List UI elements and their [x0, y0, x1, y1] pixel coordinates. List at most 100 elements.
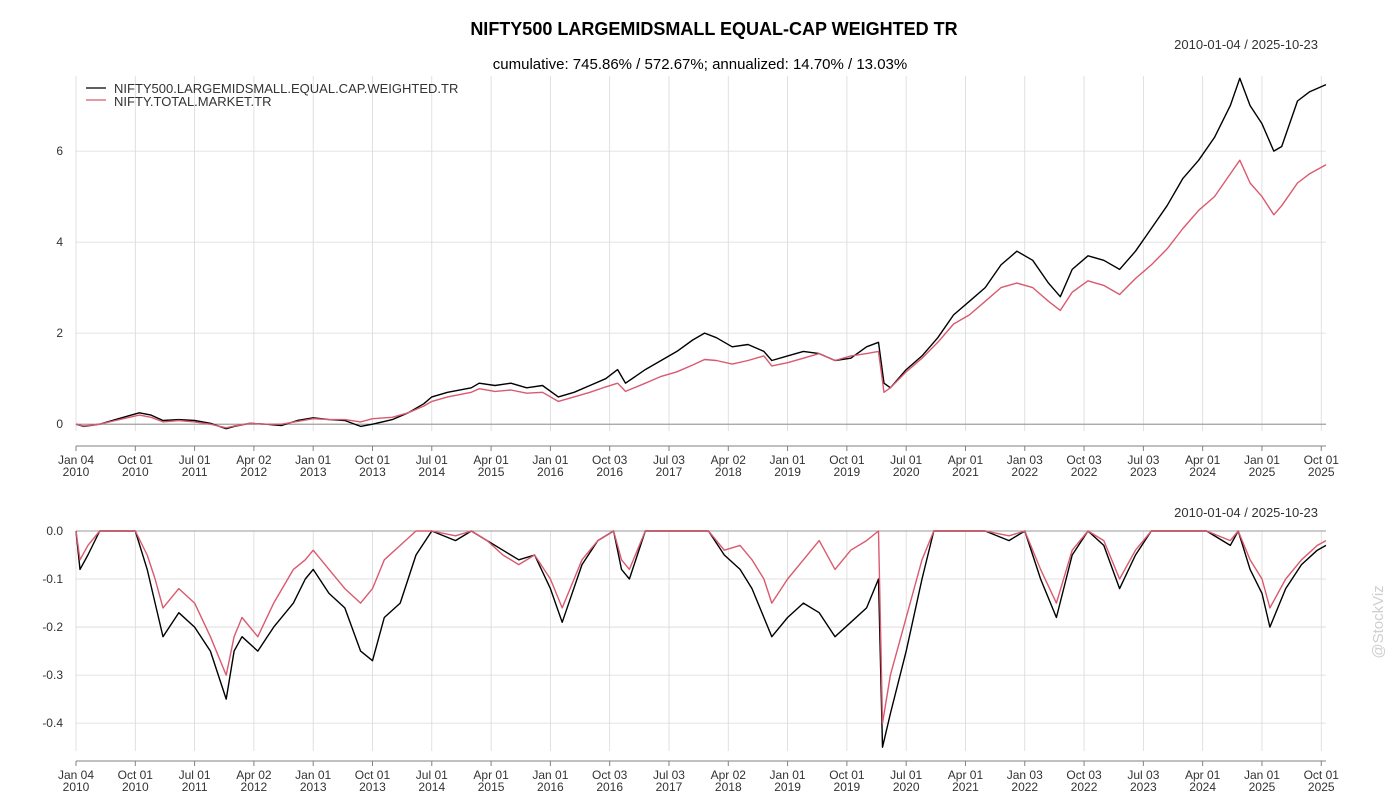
cum-x-tick-year: 2025	[1308, 465, 1335, 479]
dd-x-tick-label: Apr 02	[236, 768, 272, 782]
dd-x-tick-label: Jul 01	[890, 768, 922, 782]
dd-series-line-2	[75, 530, 1327, 724]
cum-x-tick-label: Jan 04	[58, 453, 94, 467]
dd-x-tick-label: Jan 04	[58, 768, 94, 782]
dd-x-tick-year: 2016	[537, 780, 564, 794]
cum-series-line-1	[75, 77, 1327, 430]
dd-y-tick-label: -0.4	[42, 716, 63, 730]
cum-x-tick-year: 2023	[1130, 465, 1157, 479]
cum-x-tick-label: Jul 01	[179, 453, 211, 467]
cum-y-tick-label: 6	[56, 144, 63, 158]
cum-x-tick-label: Apr 01	[948, 453, 984, 467]
dd-x-tick-year: 2013	[359, 780, 386, 794]
cum-x-tick-year: 2025	[1249, 465, 1276, 479]
dd-x-tick-year: 2023	[1130, 780, 1157, 794]
dd-x-tick-label: Jul 03	[1127, 768, 1159, 782]
cum-x-tick-year: 2013	[359, 465, 386, 479]
legend: NIFTY500.LARGEMIDSMALL.EQUAL.CAP.WEIGHTE…	[86, 81, 458, 109]
dd-y-tick-label: -0.1	[42, 572, 63, 586]
dd-series-line-1	[75, 530, 1327, 748]
dd-x-tick-year: 2016	[596, 780, 623, 794]
cum-x-tick-label: Jan 01	[295, 453, 331, 467]
cum-x-tick-year: 2022	[1071, 465, 1098, 479]
dd-x-tick-year: 2019	[774, 780, 801, 794]
cum-x-tick-year: 2012	[241, 465, 268, 479]
dd-x-tick-label: Apr 02	[711, 768, 747, 782]
cum-x-tick-label: Oct 03	[592, 453, 628, 467]
dd-x-tick-label: Jan 01	[1244, 768, 1280, 782]
dd-x-tick-year: 2022	[1011, 780, 1038, 794]
cum-x-tick-year: 2021	[952, 465, 979, 479]
dd-x-tick-year: 2017	[656, 780, 683, 794]
cum-x-tick-label: Jan 03	[1007, 453, 1043, 467]
cum-x-tick-label: Jul 01	[890, 453, 922, 467]
cum-x-tick-label: Oct 01	[829, 453, 865, 467]
dd-x-tick-label: Oct 01	[355, 768, 391, 782]
cum-x-tick-year: 2024	[1189, 465, 1216, 479]
cum-x-tick-year: 2019	[774, 465, 801, 479]
watermark: @StockViz	[1370, 585, 1387, 658]
cum-x-tick-year: 2013	[300, 465, 327, 479]
cum-series-line-2	[75, 159, 1327, 429]
dd-x-tick-year: 2013	[300, 780, 327, 794]
dd-x-tick-year: 2015	[478, 780, 505, 794]
legend-label-series2: NIFTY.TOTAL.MARKET.TR	[114, 94, 271, 109]
dd-x-tick-label: Jan 01	[770, 768, 806, 782]
dd-x-tick-label: Oct 01	[1304, 768, 1340, 782]
cum-x-tick-label: Apr 01	[1185, 453, 1221, 467]
cum-x-tick-year: 2014	[418, 465, 445, 479]
cum-x-tick-label: Jan 01	[1244, 453, 1280, 467]
cum-x-tick-year: 2020	[893, 465, 920, 479]
dd-x-tick-year: 2025	[1308, 780, 1335, 794]
panel1-date-range: 2010-01-04 / 2025-10-23	[1174, 37, 1318, 52]
dd-x-tick-year: 2014	[418, 780, 445, 794]
cum-x-tick-label: Jul 01	[416, 453, 448, 467]
cum-x-tick-label: Oct 01	[1304, 453, 1340, 467]
cum-x-tick-label: Oct 01	[355, 453, 391, 467]
dd-x-tick-label: Jan 01	[295, 768, 331, 782]
dd-x-tick-year: 2021	[952, 780, 979, 794]
dd-x-tick-year: 2025	[1249, 780, 1276, 794]
cum-x-tick-year: 2016	[596, 465, 623, 479]
dd-x-tick-year: 2011	[182, 780, 208, 794]
dd-x-tick-year: 2010	[122, 780, 149, 794]
cum-x-tick-label: Jan 01	[532, 453, 568, 467]
dd-x-tick-label: Jul 01	[416, 768, 448, 782]
chart-title: NIFTY500 LARGEMIDSMALL EQUAL-CAP WEIGHTE…	[470, 19, 957, 39]
dd-x-tick-label: Oct 01	[829, 768, 865, 782]
dd-x-tick-label: Oct 01	[118, 768, 154, 782]
dd-x-tick-label: Apr 01	[948, 768, 984, 782]
dd-x-tick-label: Apr 01	[1185, 768, 1221, 782]
cum-x-tick-year: 2011	[182, 465, 208, 479]
cum-y-tick-label: 2	[56, 326, 63, 340]
chart-subtitle: cumulative: 745.86% / 572.67%; annualize…	[493, 56, 907, 73]
dd-x-tick-year: 2019	[834, 780, 861, 794]
cum-x-tick-label: Jul 03	[1127, 453, 1159, 467]
cum-x-tick-label: Jul 03	[653, 453, 685, 467]
dd-x-tick-label: Oct 03	[592, 768, 628, 782]
cum-x-tick-label: Oct 01	[118, 453, 154, 467]
dd-x-tick-year: 2022	[1071, 780, 1098, 794]
dd-y-tick-label: -0.2	[42, 620, 63, 634]
cum-x-tick-year: 2019	[834, 465, 861, 479]
cum-x-tick-year: 2018	[715, 465, 742, 479]
dd-x-tick-label: Jul 03	[653, 768, 685, 782]
dd-y-tick-label: -0.3	[42, 668, 63, 682]
cum-x-tick-label: Oct 03	[1066, 453, 1102, 467]
dd-x-tick-year: 2018	[715, 780, 742, 794]
dd-x-tick-year: 2020	[893, 780, 920, 794]
cum-x-tick-year: 2010	[63, 465, 90, 479]
dd-x-tick-label: Jan 03	[1007, 768, 1043, 782]
cum-x-tick-year: 2010	[122, 465, 149, 479]
panel2-date-range: 2010-01-04 / 2025-10-23	[1174, 505, 1318, 520]
dd-y-tick-label: 0.0	[46, 524, 63, 538]
cum-x-tick-year: 2022	[1011, 465, 1038, 479]
cum-x-tick-year: 2015	[478, 465, 505, 479]
cum-x-tick-label: Jan 01	[770, 453, 806, 467]
legend-label-series1: NIFTY500.LARGEMIDSMALL.EQUAL.CAP.WEIGHTE…	[114, 81, 458, 96]
dd-x-tick-label: Jan 01	[532, 768, 568, 782]
cum-x-tick-year: 2016	[537, 465, 564, 479]
dd-x-tick-label: Oct 03	[1066, 768, 1102, 782]
